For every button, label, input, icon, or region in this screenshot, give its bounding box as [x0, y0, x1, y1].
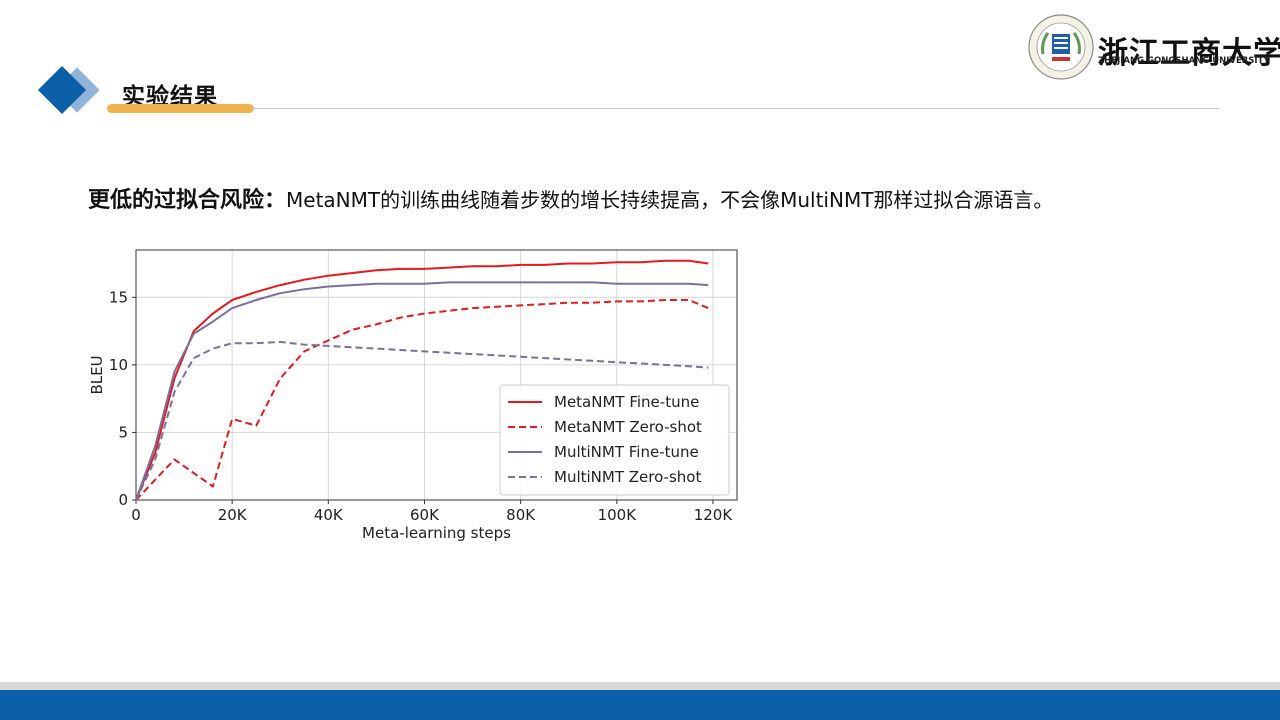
series-line	[135, 281, 709, 501]
y-tick-label: 15	[109, 288, 128, 306]
x-tick-label: 120K	[694, 506, 734, 524]
y-tick-label: 0	[118, 491, 128, 509]
headline: 更低的过拟合风险：MetaNMT的训练曲线随着步数的增长持续提高，不会像Mult…	[88, 182, 1053, 214]
legend-label: MetaNMT Fine-tune	[554, 393, 699, 411]
x-tick-label: 0	[131, 506, 141, 524]
university-emblem-icon	[1028, 14, 1094, 80]
x-tick-label: 100K	[598, 506, 638, 524]
header-diamond-icon	[37, 64, 103, 116]
university-logo: 浙江工商大学 ZHEJIANG GONGSHANG UNIVERSITY	[1028, 12, 1280, 82]
legend-label: MetaNMT Zero-shot	[554, 418, 702, 436]
y-axis-label: BLEU	[88, 355, 106, 394]
headline-lead: 更低的过拟合风险：	[88, 188, 287, 213]
header-divider	[250, 108, 1220, 109]
title-underline	[107, 104, 254, 113]
x-axis-label: Meta-learning steps	[362, 524, 511, 542]
bleu-line-chart: 0 20K 40K 60K 80K 100K 120K 0 5 10 15 Meta-learning…	[88, 249, 738, 542]
series-line	[135, 259, 709, 501]
footer-light-band	[0, 682, 1280, 690]
x-tick-label: 40K	[314, 506, 344, 524]
series-line	[135, 340, 709, 501]
legend-box	[499, 384, 730, 496]
logo-name-cn: 浙江工商大学	[1098, 36, 1280, 71]
y-tick-label: 10	[109, 356, 128, 374]
footer-dark-band	[0, 690, 1280, 720]
legend-label: MultiNMT Zero-shot	[554, 468, 701, 486]
x-tick-label: 80K	[506, 506, 536, 524]
logo-name-en: ZHEJIANG GONGSHANG UNIVERSITY	[1098, 56, 1270, 66]
x-tick-label: 60K	[410, 506, 440, 524]
x-tick-label: 20K	[218, 506, 248, 524]
legend-label: MultiNMT Fine-tune	[554, 443, 699, 461]
plot-frame	[135, 249, 738, 501]
series-line	[135, 299, 709, 501]
y-tick-label: 5	[118, 423, 128, 441]
headline-text: MetaNMT的训练曲线随着步数的增长持续提高，不会像MultiNMT那样过拟合…	[286, 188, 1054, 212]
